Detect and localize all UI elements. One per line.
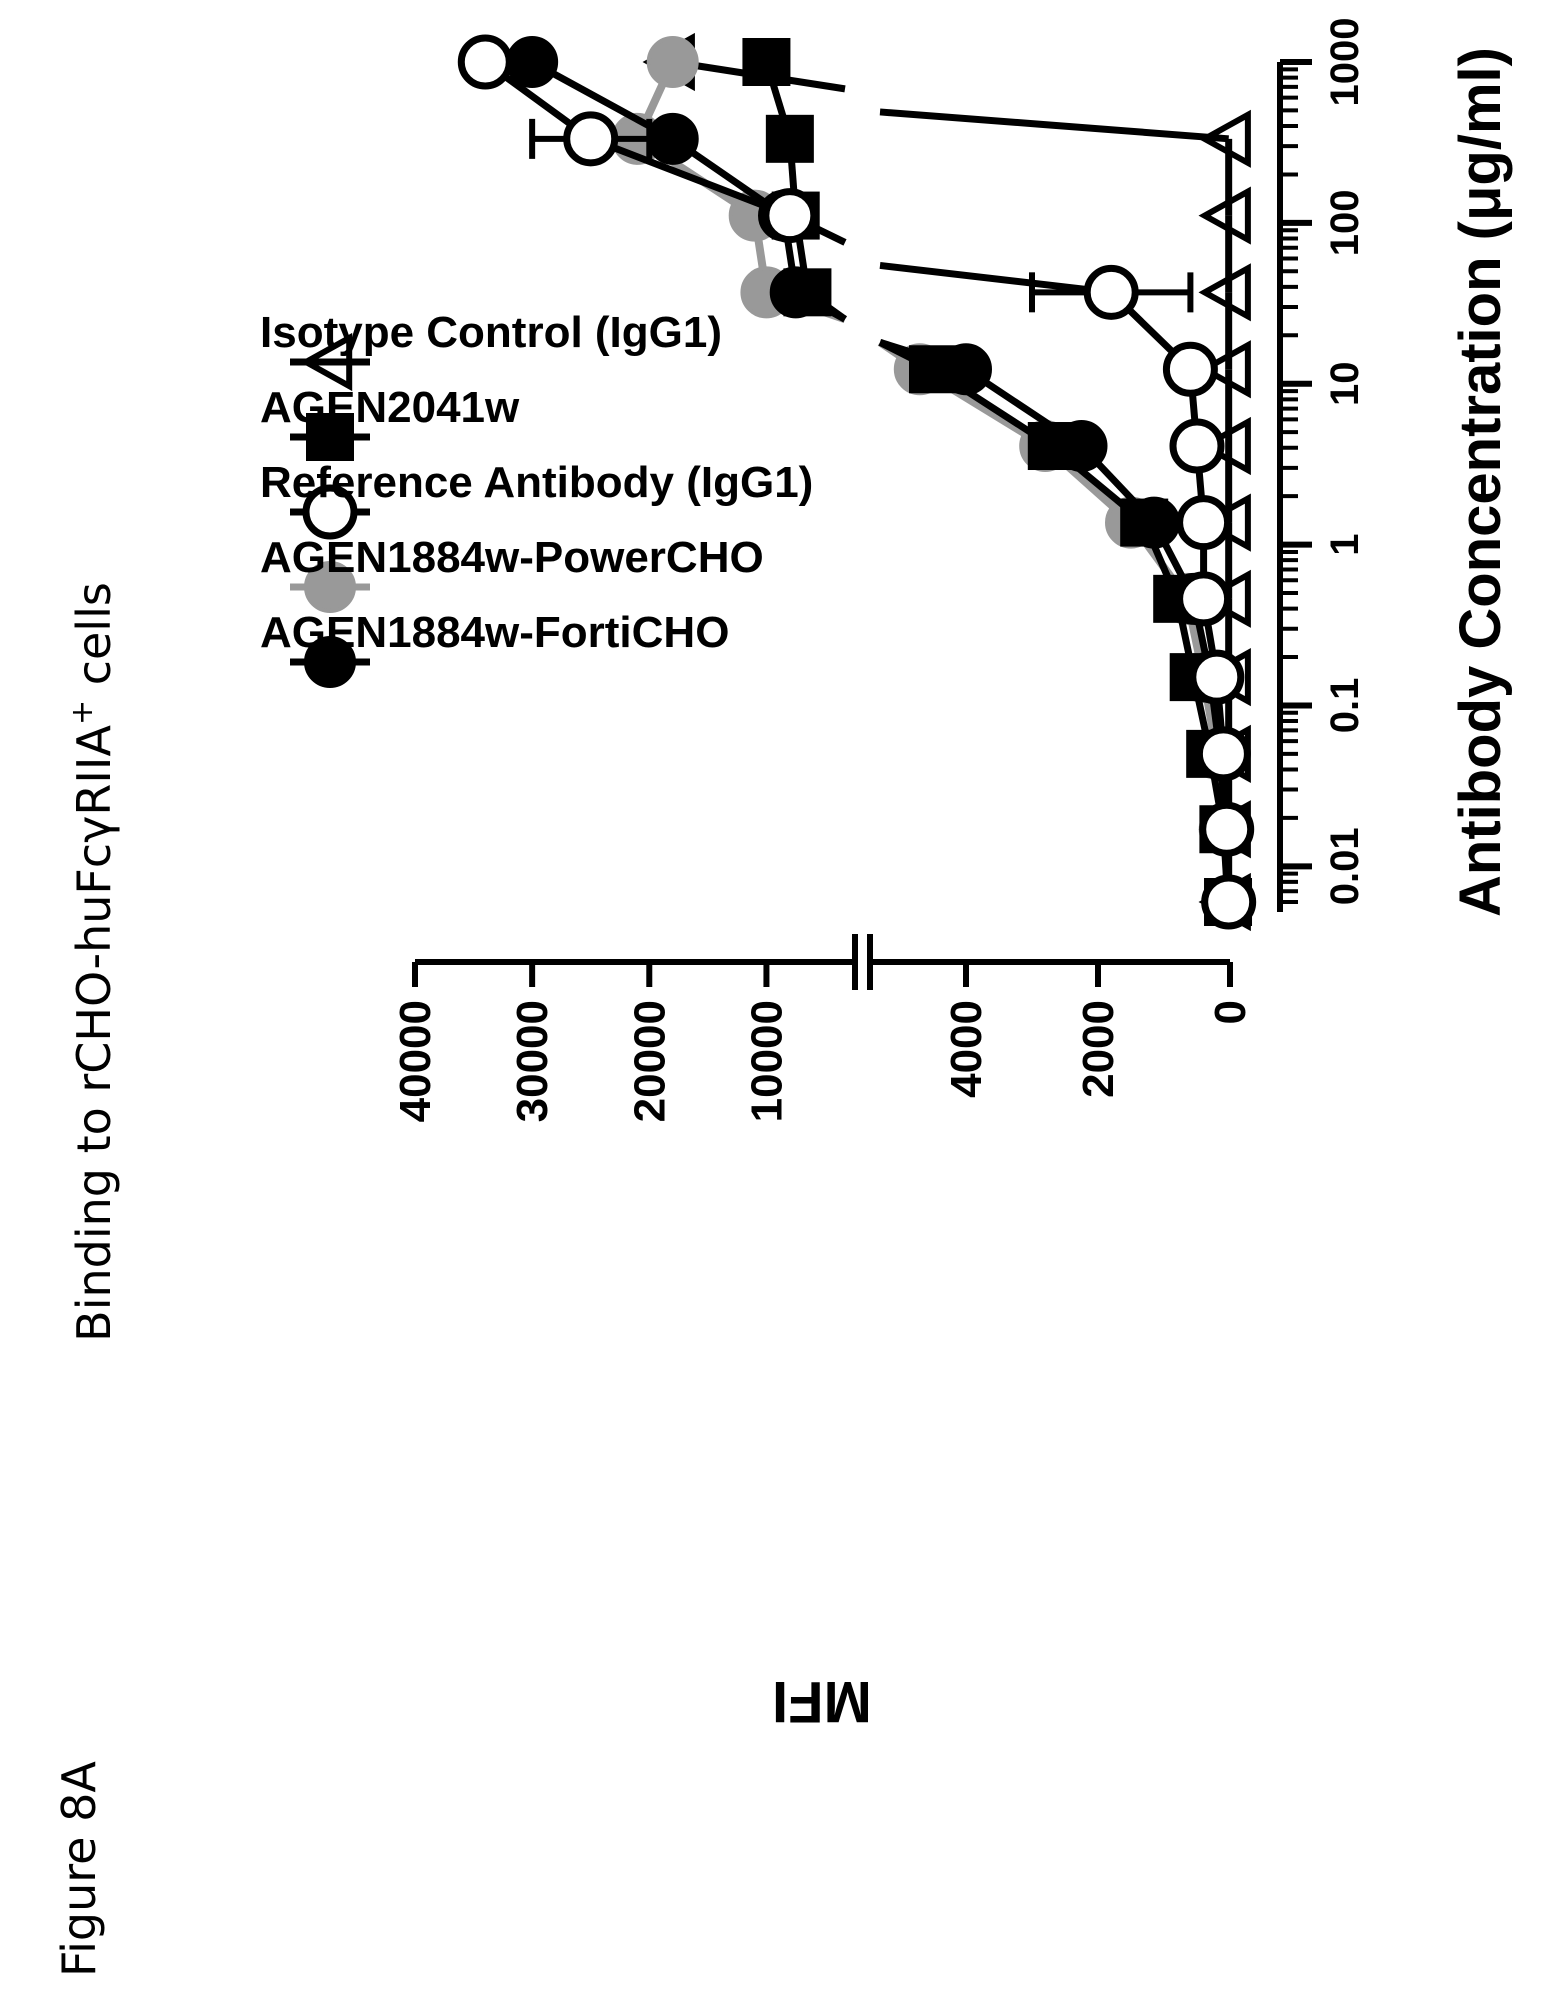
y-tick-label: 30000 (508, 1000, 557, 1122)
data-point (762, 188, 818, 244)
plot-area (457, 32, 1257, 932)
series-line (879, 261, 1112, 296)
data-point (1176, 571, 1232, 627)
figure-label: Figure 8A (52, 1761, 106, 1977)
y-tick-label: 40000 (391, 1000, 440, 1122)
data-point (457, 34, 513, 90)
legend-label: AGEN1884w-PowerCHO (260, 533, 764, 582)
x-tick-label: 10 (1323, 361, 1367, 406)
chart-title: Binding to rCHO-huFcγRIIA+ cells (65, 582, 121, 1342)
x-tick-label: 0.1 (1323, 678, 1367, 734)
data-point (1128, 496, 1181, 549)
x-tick-label: 1000 (1323, 18, 1367, 107)
data-point (563, 111, 619, 167)
legend-item: AGEN1884w-PowerCHO (260, 533, 764, 613)
legend-label: Isotype Control (IgG1) (260, 308, 722, 357)
data-point (1199, 801, 1255, 857)
legend-marker (299, 332, 353, 392)
data-point (1083, 264, 1139, 320)
data-point (646, 112, 699, 165)
data-point (1195, 726, 1251, 782)
data-point (1198, 186, 1251, 245)
y-tick-label: 4000 (942, 1000, 991, 1098)
data-point (646, 36, 699, 88)
data-point (742, 38, 791, 86)
legend-label: AGEN2041w (260, 383, 520, 432)
data-point (1201, 874, 1257, 930)
data-point (1169, 418, 1225, 474)
x-axis-label: Antibody Concentration (μg/ml) (1448, 47, 1513, 917)
y-tick-label: 10000 (742, 1000, 791, 1122)
data-point (1176, 495, 1232, 551)
legend-marker (304, 636, 356, 688)
x-tick-label: 100 (1323, 189, 1367, 256)
legend-item: Isotype Control (IgG1) (260, 308, 722, 392)
data-point (1198, 263, 1251, 322)
data-point (769, 266, 822, 319)
series-line (589, 135, 792, 219)
data-point (1055, 420, 1108, 473)
series-2 (457, 34, 1257, 930)
legend-marker (304, 561, 356, 613)
axes: 0 2000 4000 10000 20000 30000 40000 0.01 0.1 1 10 1… (391, 18, 1367, 1123)
legend-label: Reference Antibody (IgG1) (260, 458, 813, 507)
y-tick-label: 2000 (1074, 1000, 1123, 1098)
legend-item: AGEN2041w (260, 383, 520, 461)
data-point (1198, 109, 1251, 168)
legend-marker (306, 413, 354, 461)
data-point (506, 36, 559, 88)
data-point (1189, 649, 1245, 705)
legend-label: AGEN1884w-FortiCHO (260, 608, 729, 657)
legend-item: Reference Antibody (IgG1) (260, 458, 813, 540)
x-tick-label: 1 (1323, 533, 1367, 555)
legend-marker (302, 484, 358, 540)
legend: AGEN1884w-FortiCHO AGEN1884w-PowerCHO Refe… (260, 308, 813, 688)
data-point (765, 114, 814, 163)
data-point (940, 343, 992, 396)
data-point (1198, 340, 1251, 399)
y-tick-label: 0 (1206, 1000, 1255, 1024)
data-point (1198, 416, 1251, 476)
x-tick-label: 0.01 (1323, 827, 1367, 905)
y-tick-label: 20000 (625, 1000, 674, 1122)
legend-item: AGEN1884w-FortiCHO (260, 608, 729, 688)
y-axis-label: MFI (772, 1669, 872, 1734)
series-line (879, 108, 1229, 143)
series-3 (742, 38, 1253, 926)
data-point (1162, 341, 1218, 397)
